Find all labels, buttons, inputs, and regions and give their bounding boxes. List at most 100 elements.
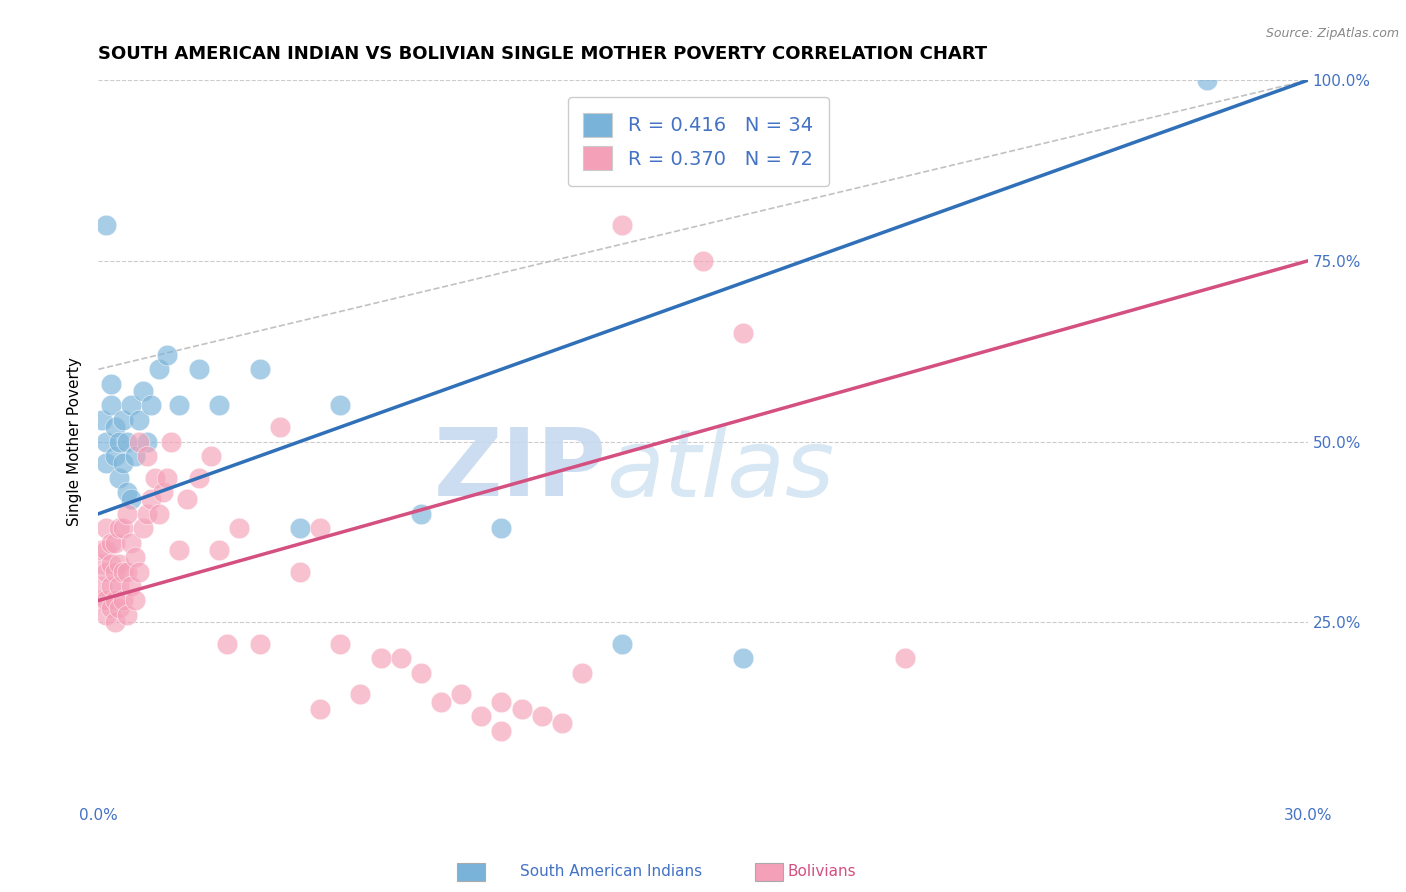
Point	[96, 565, 118, 579]
Point	[100, 600, 122, 615]
Point	[249, 362, 271, 376]
Point	[269, 420, 291, 434]
Point	[128, 413, 150, 427]
Point	[107, 600, 129, 615]
Point	[409, 665, 432, 680]
Text: ZIP: ZIP	[433, 425, 606, 516]
Point	[288, 521, 311, 535]
Point	[389, 651, 412, 665]
Point	[329, 637, 352, 651]
Point	[107, 434, 129, 449]
Point	[139, 398, 162, 412]
Point	[100, 558, 122, 572]
Text: Bolivians: Bolivians	[787, 863, 856, 879]
Point	[96, 521, 118, 535]
Legend: R = 0.416   N = 34, R = 0.370   N = 72: R = 0.416 N = 34, R = 0.370 N = 72	[568, 97, 828, 186]
Point	[103, 593, 125, 607]
Point	[96, 542, 118, 557]
Point	[107, 558, 129, 572]
Point	[96, 434, 118, 449]
Text: South American Indians: South American Indians	[520, 863, 703, 879]
Point	[100, 535, 122, 549]
Point	[733, 651, 755, 665]
Point	[115, 607, 138, 622]
Point	[188, 470, 211, 484]
Point	[208, 398, 231, 412]
Point	[107, 521, 129, 535]
Point	[91, 542, 114, 557]
Point	[249, 637, 271, 651]
Y-axis label: Single Mother Poverty: Single Mother Poverty	[67, 357, 83, 526]
Point	[100, 579, 122, 593]
Point	[103, 420, 125, 434]
Point	[349, 687, 371, 701]
Point	[132, 384, 155, 398]
Point	[111, 565, 134, 579]
Point	[167, 542, 190, 557]
Point	[103, 565, 125, 579]
Point	[111, 593, 134, 607]
Point	[91, 579, 114, 593]
Text: Source: ZipAtlas.com: Source: ZipAtlas.com	[1265, 27, 1399, 40]
Point	[96, 593, 118, 607]
Point	[103, 615, 125, 630]
Point	[1195, 73, 1218, 87]
Point	[132, 521, 155, 535]
Point	[208, 542, 231, 557]
Point	[120, 492, 142, 507]
Point	[100, 376, 122, 391]
Point	[111, 456, 134, 470]
Point	[96, 218, 118, 232]
Point	[733, 326, 755, 340]
Point	[188, 362, 211, 376]
Point	[156, 348, 179, 362]
Point	[124, 593, 146, 607]
Point	[103, 535, 125, 549]
Point	[510, 702, 533, 716]
Point	[491, 723, 513, 738]
Point	[91, 413, 114, 427]
Point	[217, 637, 239, 651]
Point	[893, 651, 915, 665]
Point	[329, 398, 352, 412]
Point	[128, 565, 150, 579]
Point	[115, 507, 138, 521]
Point	[91, 593, 114, 607]
Point	[115, 485, 138, 500]
Point	[612, 218, 634, 232]
Point	[120, 535, 142, 549]
Point	[409, 507, 432, 521]
Point	[135, 449, 157, 463]
Point	[430, 695, 453, 709]
Point	[96, 607, 118, 622]
Point	[200, 449, 222, 463]
Point	[100, 398, 122, 412]
Point	[152, 485, 174, 500]
Point	[135, 507, 157, 521]
Point	[135, 434, 157, 449]
Point	[103, 449, 125, 463]
Point	[143, 470, 166, 484]
Point	[450, 687, 472, 701]
Point	[139, 492, 162, 507]
Point	[107, 470, 129, 484]
Point	[167, 398, 190, 412]
Point	[124, 449, 146, 463]
Point	[309, 521, 332, 535]
Point	[491, 521, 513, 535]
Point	[148, 362, 170, 376]
Point	[115, 434, 138, 449]
Point	[148, 507, 170, 521]
Point	[176, 492, 198, 507]
Point	[370, 651, 392, 665]
Point	[111, 413, 134, 427]
Point	[91, 558, 114, 572]
Point	[120, 398, 142, 412]
Point	[124, 550, 146, 565]
Point	[115, 565, 138, 579]
Text: atlas: atlas	[606, 425, 835, 516]
Point	[571, 665, 593, 680]
Point	[551, 716, 574, 731]
Point	[96, 456, 118, 470]
Point	[107, 579, 129, 593]
